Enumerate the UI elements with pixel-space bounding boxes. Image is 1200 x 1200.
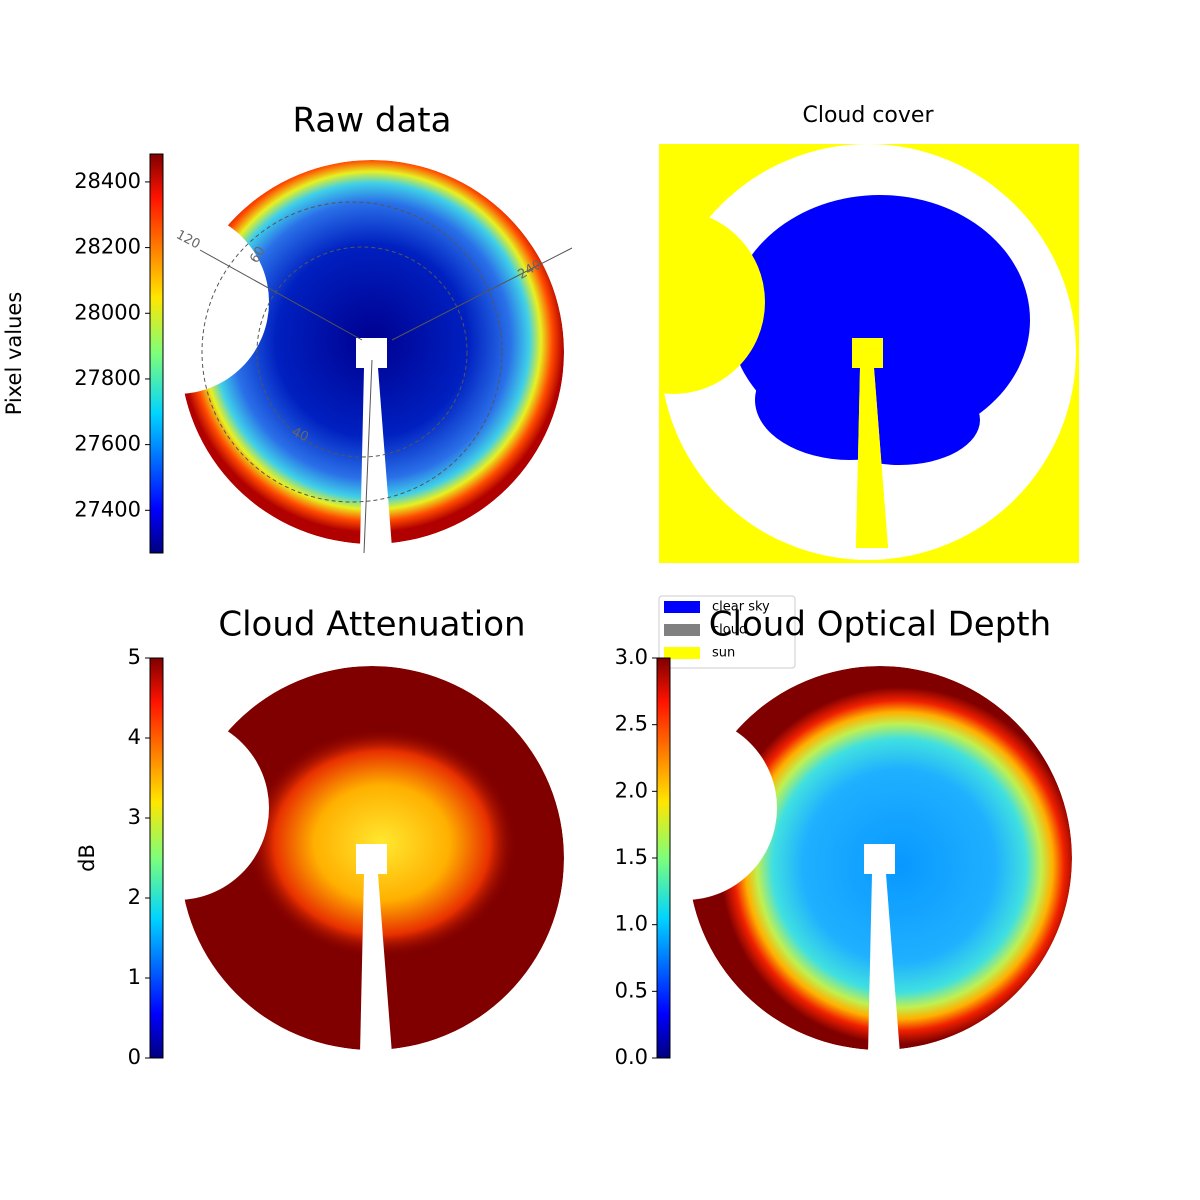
colorbar <box>149 657 164 1059</box>
tick-label: 4 <box>128 725 141 749</box>
tick-label: 27400 <box>74 497 141 521</box>
legend-label: clear sky <box>712 600 770 615</box>
legend-label: sun <box>712 646 735 661</box>
tick-label: 28200 <box>74 235 141 259</box>
tick-label: 0.5 <box>615 978 648 1002</box>
panel <box>659 144 1079 563</box>
clear-sky-region <box>820 375 980 465</box>
polar-spoke <box>391 247 573 341</box>
panel-title: Cloud Optical Depth <box>709 605 1051 645</box>
legend-swatch <box>664 624 700 636</box>
colorbar <box>656 657 671 1059</box>
panel: 0 1 2 3 4 5 dB <box>75 645 564 1069</box>
colorbar <box>149 153 164 554</box>
legend-label: cloud <box>712 623 747 638</box>
sun-mask <box>852 338 888 548</box>
optical-depth-image <box>688 666 1072 1050</box>
polar-label: 60 <box>247 244 268 266</box>
panel: 1206024040274002760027800280002820028400… <box>2 153 573 554</box>
tick-label: 2.5 <box>615 712 648 736</box>
panel-title: Raw data <box>293 101 452 141</box>
tick-label: 5 <box>128 645 141 669</box>
tick-label: 1.0 <box>615 912 648 936</box>
tick-label: 3 <box>128 805 141 829</box>
tick-label: 0.0 <box>615 1045 648 1069</box>
tick-label: 27600 <box>74 432 141 456</box>
colorbar-label: Pixel values <box>2 292 26 416</box>
tick-label: 27800 <box>74 366 141 390</box>
legend: clear sky cloud sun <box>658 595 796 669</box>
panel-title: Cloud cover <box>803 103 935 128</box>
tick-label: 0 <box>128 1045 141 1069</box>
legend-swatch <box>664 647 700 659</box>
tick-label: 3.0 <box>615 645 648 669</box>
legend-swatch <box>664 601 700 613</box>
polar-label: 40 <box>289 425 310 446</box>
tick-label: 1.5 <box>615 845 648 869</box>
polar-label: 120 <box>174 228 203 253</box>
raw-image <box>180 160 564 544</box>
panel: 0.0 0.5 1.0 1.5 2.0 2.5 3.0 <box>615 645 1072 1069</box>
polar-spoke <box>199 249 363 341</box>
image <box>180 666 564 1050</box>
tick-label: 1 <box>128 965 141 989</box>
image <box>180 160 564 544</box>
polar-spoke <box>363 359 373 554</box>
tick-label: 28400 <box>74 169 141 193</box>
polar-ring <box>256 246 468 458</box>
image <box>688 666 1072 1050</box>
polar-grid <box>199 201 573 554</box>
tick-label: 28000 <box>74 300 141 324</box>
panel-title: Cloud Attenuation <box>218 605 525 645</box>
polar-ring <box>201 201 503 503</box>
colorbar-label: dB <box>75 844 99 872</box>
tick-label: 2.0 <box>615 778 648 802</box>
tick-label: 2 <box>128 885 141 909</box>
attenuation-core <box>247 728 517 958</box>
